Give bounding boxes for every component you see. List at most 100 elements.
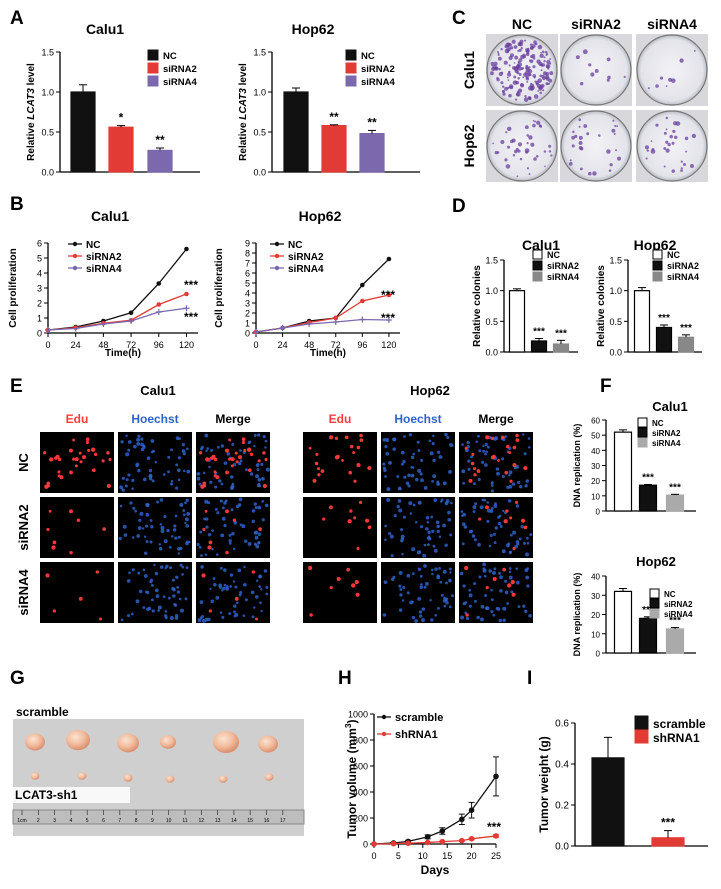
y-tick-label: 0 [245, 329, 250, 339]
nucleus-dot [228, 539, 232, 543]
nucleus-dot [430, 618, 434, 622]
y-tick-label: 0.5 [609, 317, 622, 327]
nucleus-dot [223, 568, 227, 572]
edu-dot [356, 463, 361, 468]
edu-dot [485, 435, 490, 440]
nucleus-dot [170, 448, 173, 452]
nucleus-dot [434, 614, 438, 617]
edu-dot [336, 576, 341, 581]
colony-dot [568, 162, 573, 166]
ruler-number: 6 [102, 818, 105, 824]
data-point [128, 310, 134, 316]
nucleus-dot [232, 547, 236, 551]
colony-dot [519, 157, 523, 161]
nucleus-dot [185, 498, 189, 502]
nucleus-dot [204, 433, 209, 438]
colony-dot [541, 74, 545, 79]
nucleus-dot [447, 517, 452, 522]
colony-dot [502, 85, 505, 88]
nucleus-dot [383, 580, 388, 585]
nucleus-dot [411, 572, 415, 576]
edu-dot [72, 457, 76, 461]
colony-dot [518, 41, 522, 45]
nucleus-dot [429, 599, 432, 602]
ruler-number: 5 [86, 818, 89, 824]
edu-dot [329, 505, 333, 510]
colony-dot [538, 124, 542, 128]
nucleus-dot [484, 442, 488, 446]
tumor-sh1 [123, 774, 133, 782]
colony-dot [496, 50, 500, 54]
legend-marker [72, 265, 78, 271]
colony-dot [506, 76, 509, 79]
nucleus-dot [435, 520, 440, 525]
plate-dish [636, 110, 708, 182]
colony-dot [524, 95, 527, 98]
nucleus-dot [176, 590, 181, 594]
nucleus-dot [400, 462, 404, 466]
legend-marker [274, 253, 280, 259]
legend-marker [381, 714, 387, 720]
edu-dot [102, 527, 107, 531]
nucleus-dot [486, 501, 490, 504]
nucleus-dot [382, 462, 386, 466]
bar-sirna4 [359, 133, 385, 173]
nucleus-dot [174, 536, 178, 540]
panel-letter: F [600, 376, 612, 397]
colony-dot [549, 58, 552, 61]
nucleus-dot [501, 549, 506, 554]
nucleus-dot [198, 482, 202, 486]
microscopy-image [459, 432, 533, 493]
edu-dot [72, 438, 76, 442]
y-axis-label: Cell proliferation [8, 248, 19, 327]
legend-label: siRNA2 [664, 600, 693, 609]
nucleus-dot [400, 534, 405, 539]
legend-swatch [532, 260, 543, 271]
nucleus-dot [505, 543, 510, 548]
y-tick-label: 1.0 [609, 286, 622, 296]
microscopy-image [381, 562, 455, 623]
nucleus-dot [256, 468, 260, 472]
colony-dot [670, 78, 676, 83]
edu-dot [329, 586, 333, 590]
colony-dot [536, 59, 541, 64]
tumor-sh1 [264, 773, 274, 781]
nucleus-dot [472, 510, 476, 514]
colony-dot [586, 132, 590, 136]
edu-dot [314, 461, 319, 466]
nucleus-dot [402, 515, 406, 519]
nucleus-dot [419, 472, 423, 476]
nucleus-dot [490, 588, 493, 592]
nucleus-dot [184, 521, 187, 525]
edu-dot [264, 457, 268, 462]
y-tick-label: 0.0 [41, 168, 54, 178]
edu-dot [320, 469, 325, 474]
legend-label: NC [163, 51, 177, 62]
nucleus-dot [216, 446, 220, 449]
nucleus-dot [242, 582, 247, 587]
nucleus-dot [502, 509, 505, 513]
nucleus-dot [462, 584, 466, 588]
nucleus-dot [431, 529, 435, 534]
nucleus-dot [434, 567, 438, 571]
edu-dot [476, 469, 481, 474]
nucleus-dot [253, 502, 257, 506]
bar-sirna2 [638, 484, 658, 512]
colony-dot [672, 129, 676, 133]
legend-label: siRNA4 [361, 77, 396, 88]
data-point [468, 807, 475, 813]
panel-letter: E [10, 376, 23, 397]
significance-mark: *** [669, 482, 681, 493]
nucleus-dot [230, 484, 235, 489]
nucleus-dot [450, 594, 454, 598]
nucleus-dot [234, 612, 239, 617]
nucleus-dot [180, 608, 184, 613]
data-point [155, 309, 162, 315]
nucleus-dot [264, 446, 267, 449]
x-tick-label: 96 [357, 340, 367, 350]
colony-dot [517, 142, 523, 147]
nucleus-dot [155, 594, 160, 598]
colony-dot [511, 138, 516, 143]
edu-dot [512, 445, 517, 450]
nucleus-dot [166, 528, 170, 533]
